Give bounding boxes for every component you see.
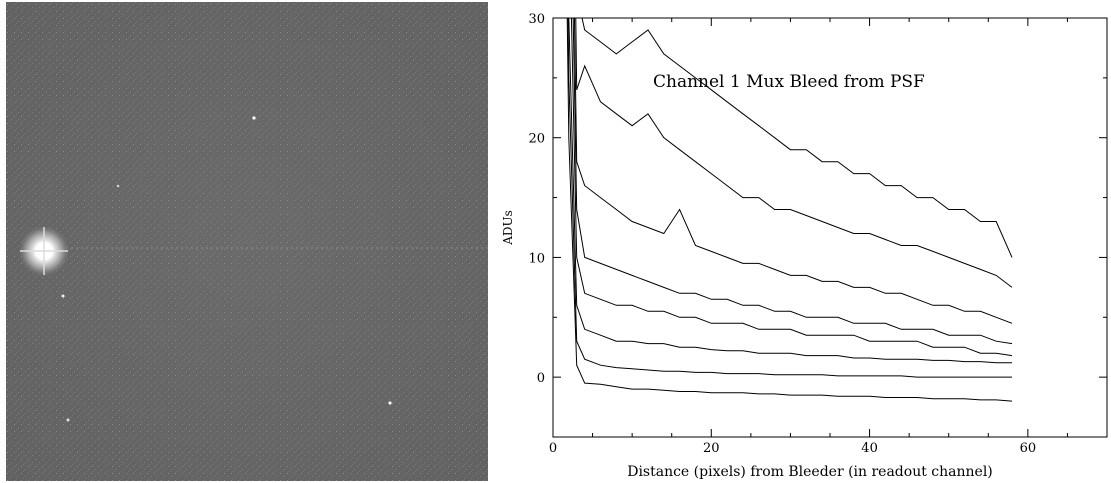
series-line-6 [568, 18, 1012, 364]
y-tick-label: 10 [528, 251, 545, 266]
series-line-8 [566, 18, 1013, 402]
chart-title: Channel 1 Mux Bleed from PSF [653, 72, 925, 92]
series-line-2 [575, 18, 1013, 288]
y-tick-label: 30 [528, 12, 545, 27]
series-line-4 [572, 18, 1013, 345]
series-line-3 [573, 18, 1013, 324]
series-line-5 [570, 18, 1013, 357]
y-tick-label: 20 [528, 132, 545, 147]
x-axis-label: Distance (pixels) from Bleeder (in reado… [627, 464, 993, 480]
faint-star [61, 294, 65, 298]
plot-lines [566, 18, 1013, 402]
series-line-1 [581, 18, 1013, 258]
x-tick-label: 60 [1020, 441, 1037, 456]
mux-bleed-chart: 0 20 40 60 0 10 20 30 Channel 1 Mux Bleed from … [501, 12, 1108, 480]
psf-image-canvas [6, 2, 488, 481]
faint-star [116, 184, 120, 188]
series-line-7 [567, 18, 1012, 378]
x-tick-label: 40 [861, 441, 878, 456]
x-tick-label: 20 [703, 441, 720, 456]
faint-star [66, 418, 70, 422]
sky-noise [6, 2, 488, 481]
y-tick-label: 0 [537, 371, 545, 386]
y-axis-label: ADUs [501, 210, 515, 246]
axes: 0 20 40 60 0 10 20 30 [528, 12, 1108, 456]
psf-image [6, 2, 488, 481]
faint-star [252, 116, 256, 120]
faint-star [388, 401, 392, 405]
x-tick-label: 0 [549, 441, 557, 456]
